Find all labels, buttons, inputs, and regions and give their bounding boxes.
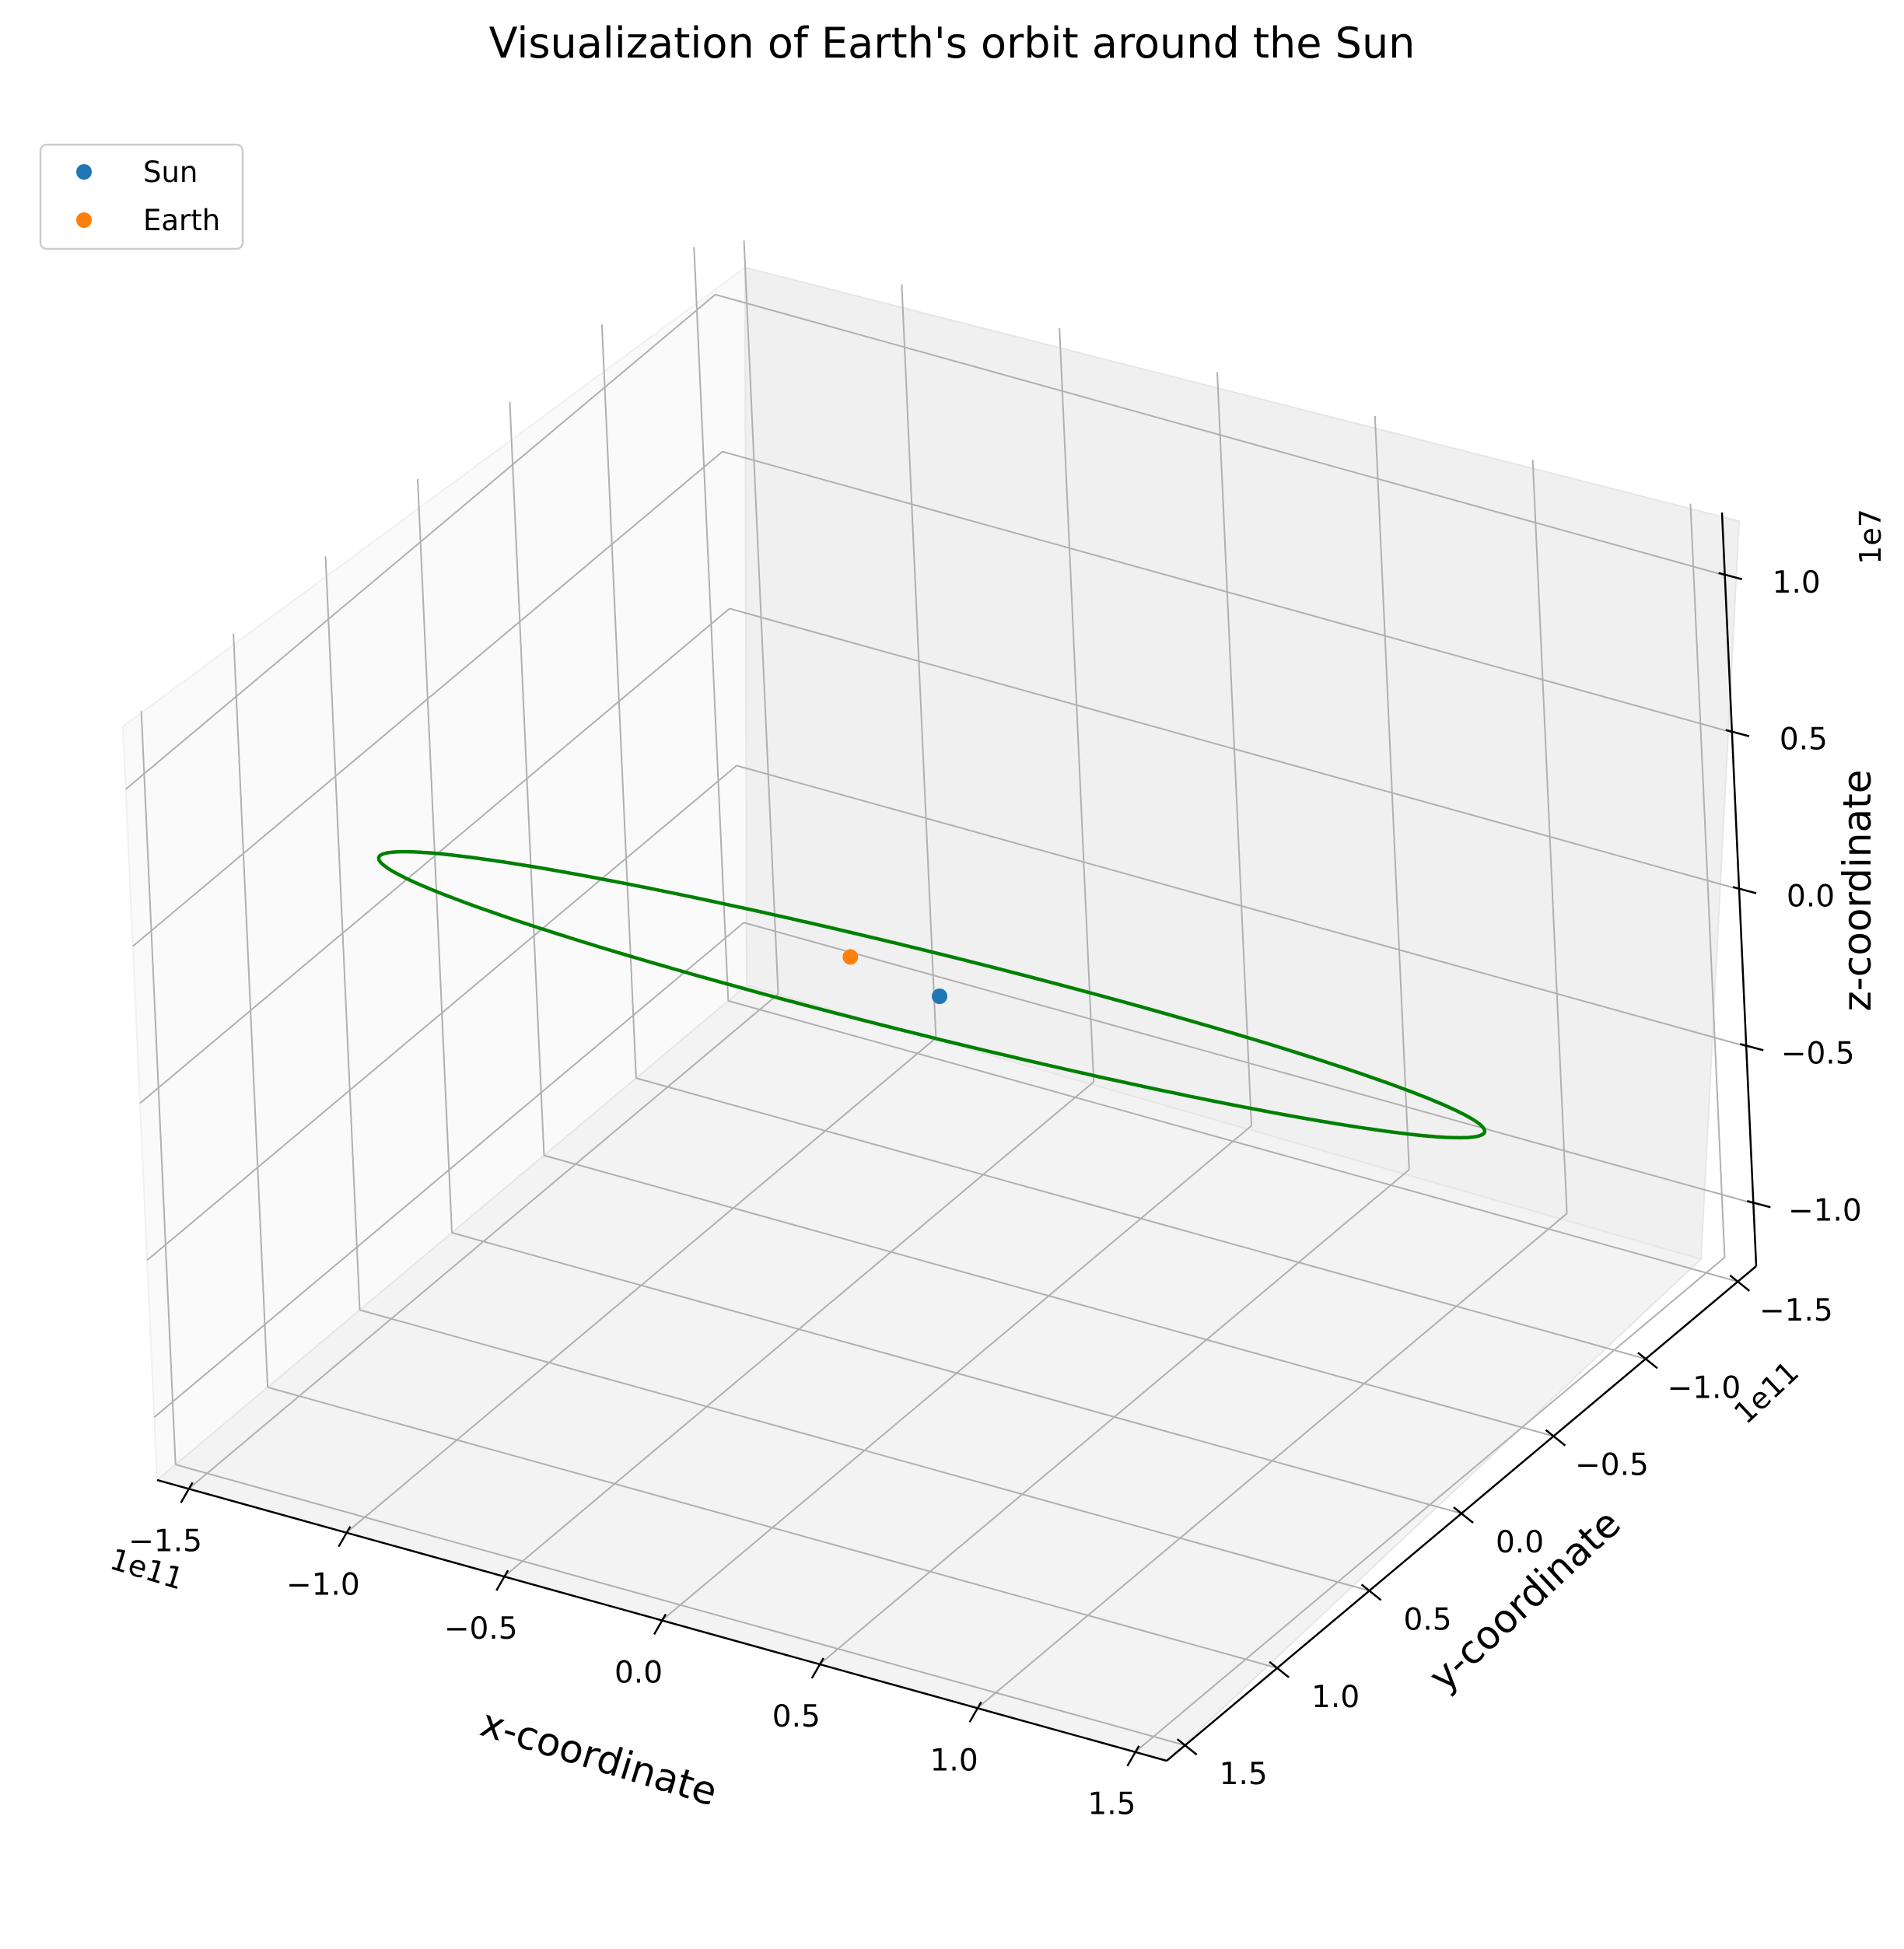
z-tick-label: 0.0 <box>1787 880 1835 915</box>
grid-line-z-left <box>132 450 723 947</box>
y-tick-label: 1.5 <box>1220 1757 1268 1792</box>
legend: Sun Earth <box>39 143 244 250</box>
x-tick-label: 1.5 <box>1087 1787 1136 1822</box>
grid-line-z-back <box>722 450 1733 733</box>
x-tick <box>968 1701 982 1723</box>
point-earth <box>842 949 859 965</box>
y-tick <box>1269 1660 1290 1678</box>
grid-line-y-floor <box>451 1232 1462 1514</box>
chart-title: Visualization of Earth's orbit around th… <box>489 19 1416 68</box>
x-tick-label: −1.0 <box>286 1568 360 1603</box>
y-tick <box>1453 1506 1474 1524</box>
z-tick-label: −0.5 <box>1781 1036 1855 1071</box>
legend-marker-sun <box>76 164 92 180</box>
y-tick <box>1637 1352 1658 1370</box>
y-tick-label: −0.5 <box>1575 1448 1649 1483</box>
grid-line-y-floor <box>544 1154 1554 1437</box>
x-tick <box>653 1613 667 1636</box>
y-tick <box>1176 1738 1198 1756</box>
z-offset-label: 1e7 <box>1853 509 1888 565</box>
z-tick <box>1739 1043 1764 1051</box>
y-tick <box>1545 1429 1566 1447</box>
grid-line-z-back <box>715 293 1725 576</box>
y-tick-label: 0.0 <box>1496 1525 1544 1560</box>
grid-lines <box>125 240 1754 1753</box>
grid-line-z-left <box>146 765 737 1261</box>
grid-line-y-floor <box>728 999 1738 1282</box>
x-tick <box>495 1569 509 1591</box>
legend-marker-earth <box>76 212 92 228</box>
tick-marks <box>180 572 1771 1767</box>
grid-line-z-back <box>736 765 1747 1048</box>
x-tick-label: 0.5 <box>772 1699 821 1734</box>
x-tick-label: 1.0 <box>930 1743 978 1778</box>
y-tick-label: 0.5 <box>1404 1602 1452 1637</box>
y-tick <box>1360 1583 1382 1601</box>
x-tick-label: 0.0 <box>614 1656 663 1691</box>
x-tick <box>180 1482 194 1503</box>
tick-labels: −1.5 −1.0 −0.5 0.0 0.5 1.0 1.5 −1.5 −1.0 −0.5 0.0 0… <box>128 565 1861 1822</box>
z-tick-label: −1.0 <box>1788 1193 1862 1228</box>
z-tick-label: 1.0 <box>1773 565 1821 600</box>
grid-line-z-back <box>729 607 1740 891</box>
grid-line-z-left <box>153 922 744 1419</box>
x-tick <box>1126 1745 1140 1767</box>
grid-line-y-floor <box>359 1309 1370 1592</box>
grid-line-y-floor <box>635 1077 1647 1360</box>
x-tick <box>810 1657 824 1679</box>
z-axis-label: z-coordinate <box>1835 770 1880 1012</box>
y-tick-label: −1.0 <box>1668 1370 1741 1405</box>
grid-line-y-floor <box>175 1464 1185 1747</box>
y-tick-label: −1.5 <box>1759 1293 1833 1328</box>
y-tick-label: 1.0 <box>1311 1680 1360 1715</box>
grid-line-z-left <box>125 293 716 790</box>
x-tick <box>338 1526 352 1548</box>
point-sun <box>932 988 947 1004</box>
series-layer <box>376 849 1487 1140</box>
grid-line-y-floor <box>267 1386 1278 1669</box>
z-tick <box>1718 572 1742 580</box>
x-tick-label: −0.5 <box>444 1611 518 1646</box>
z-tick-label: 0.5 <box>1780 723 1828 758</box>
grid-line-z-left <box>139 607 730 1104</box>
z-tick <box>1725 729 1750 737</box>
grid-line-z-back <box>744 922 1754 1205</box>
y-tick <box>1729 1274 1751 1292</box>
x-tick-label: −1.5 <box>128 1524 202 1559</box>
legend-label-sun: Sun <box>143 156 198 189</box>
legend-label-earth: Earth <box>143 204 220 237</box>
orbit-line <box>376 849 1487 1140</box>
z-tick <box>1732 886 1757 894</box>
z-tick <box>1747 1200 1771 1209</box>
x-axis-label: x-coordinate <box>475 1700 723 1814</box>
